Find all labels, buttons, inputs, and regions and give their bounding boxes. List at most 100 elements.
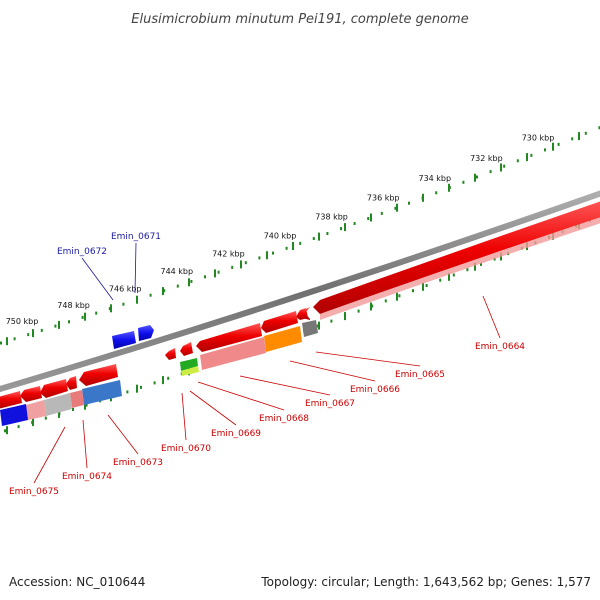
scale-dot [95,311,98,315]
inner-major-tick [32,418,34,427]
callout-line [82,419,88,469]
inner-dot [153,381,156,385]
gene-label-emin-0666[interactable]: Emin_0666 [350,385,400,395]
scale-dot [176,284,179,288]
scale-dot [0,341,2,345]
scale-dot [503,164,506,168]
scale-major-tick [552,142,554,151]
scale-major-tick [318,232,320,241]
inner-major-tick [474,262,476,271]
scale-dot [272,251,274,255]
gene-label-emin-0665[interactable]: Emin_0665 [395,370,445,380]
gene-emin-0667[interactable] [196,323,262,352]
scale-major-tick [396,203,398,212]
gene-emin-0668[interactable] [180,342,193,356]
callout-line [181,392,187,441]
scale-major-tick [32,329,34,338]
callout-line [239,375,331,396]
block-pink-left [26,400,46,420]
block-salmon [70,390,84,408]
gene-emin-0674a[interactable] [66,376,77,390]
scale-dot [149,293,152,297]
kbp-label: 744 kbp [160,267,193,276]
scale-major-tick [578,132,580,141]
inner-dot [72,408,74,411]
inner-dot [316,324,319,328]
gene-label-emin-0675[interactable]: Emin_0675 [9,487,59,497]
inner-dot [126,390,129,394]
scale-dot [68,320,70,324]
scale-dot [27,333,30,337]
gene-label-emin-0668[interactable]: Emin_0668 [259,414,309,424]
block-pink [200,337,266,370]
gene-emin-0676[interactable] [0,391,22,409]
inner-major-tick [448,272,450,281]
gene-label-emin-0664[interactable]: Emin_0664 [475,342,525,352]
inner-dot [4,429,6,433]
scale-dot [367,217,370,220]
kbp-label: 736 kbp [367,194,400,203]
kbp-label: 748 kbp [57,301,90,310]
inner-dot [398,294,401,298]
kbp-label: 738 kbp [315,213,348,222]
gene-emin-0671[interactable] [138,325,154,341]
gene-emin-0666[interactable] [261,311,298,333]
gene-emin-0669[interactable] [165,348,176,360]
scale-major-tick [526,153,528,162]
gene-label-emin-0671[interactable]: Emin_0671 [111,232,161,242]
kbp-label: 750 kbp [6,317,39,326]
gene-emin-0674[interactable] [40,379,68,398]
scale-dot [489,170,492,174]
gene-label-emin-0667[interactable]: Emin_0667 [305,399,355,409]
gene-emin-0664[interactable] [313,198,600,314]
scale-dot [190,280,193,283]
scale-major-tick [6,337,8,346]
scale-dot [299,241,302,245]
scale-dot [244,261,247,265]
callout-line [189,390,237,426]
scale-major-tick [292,242,294,250]
scale-dot [584,131,587,135]
genome-stats-text: Topology: circular; Length: 1,643,562 bp… [260,575,591,589]
scale-dot [81,315,84,319]
inner-major-tick [422,282,424,291]
callout-line [107,414,139,455]
block-orange [264,326,302,352]
scale-major-tick [422,193,424,202]
scale-major-tick [188,278,190,287]
scale-dot [217,270,220,274]
kbp-label: 740 kbp [264,231,297,240]
gene-emin-0665b[interactable] [296,308,308,320]
gene-label-emin-0672[interactable]: Emin_0672 [57,247,107,257]
scale-dot [326,232,329,235]
scale-dot [394,206,397,210]
gene-label-emin-0674[interactable]: Emin_0674 [62,472,112,482]
inner-dot [466,268,469,272]
gene-emin-0664-shadow [320,217,600,320]
inner-major-tick [136,384,138,393]
gene-emin-0675[interactable] [20,386,42,402]
scale-dot [476,175,478,179]
scale-dot [544,148,546,152]
block-grey [302,320,318,337]
inner-major-tick [396,292,398,301]
gene-emin-0672[interactable] [112,331,136,349]
scale-dot [258,256,261,260]
inner-dot [480,262,482,266]
callout-lines [33,242,501,484]
inner-dot [439,278,442,282]
inner-major-tick [6,426,8,435]
gene-emin-0673[interactable] [79,364,118,386]
block-steelblue [82,380,122,405]
callout-line [33,426,66,484]
inner-major-tick [58,409,60,418]
scale-dot [40,328,43,332]
gene-label-emin-0669[interactable]: Emin_0669 [211,429,261,439]
scale-dot [530,153,533,157]
gene-label-emin-0670[interactable]: Emin_0670 [161,444,211,454]
gene-label-emin-0673[interactable]: Emin_0673 [113,458,163,468]
callout-line [482,295,501,339]
inner-dot [17,425,20,429]
scale-dot [380,211,383,215]
